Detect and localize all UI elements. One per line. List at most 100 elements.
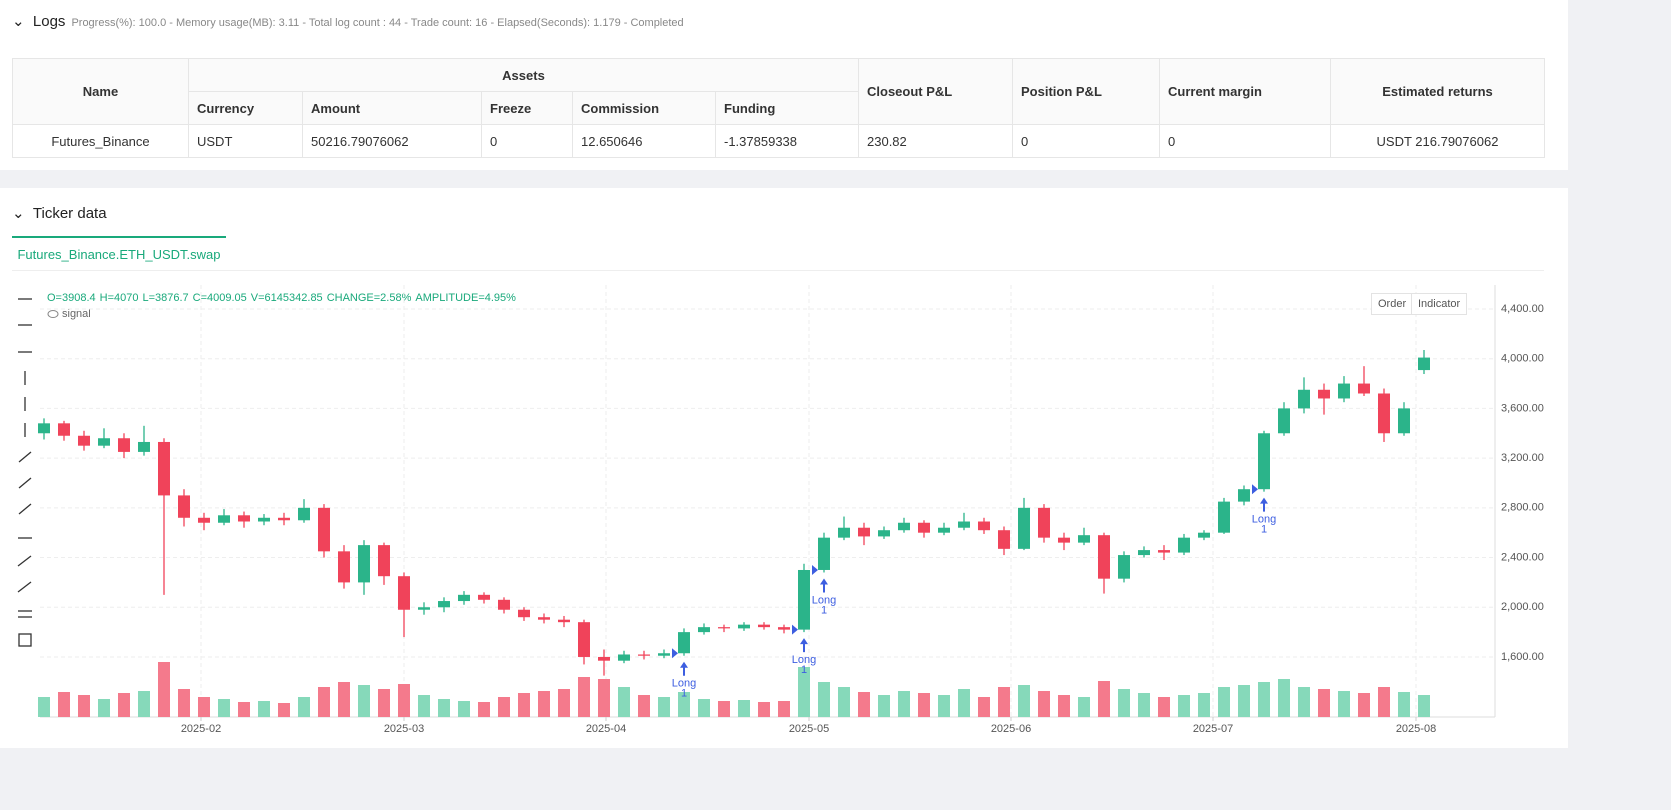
volume-bar bbox=[378, 689, 390, 717]
candle-body bbox=[438, 601, 450, 608]
volume-bar bbox=[98, 699, 110, 717]
volume-bar bbox=[1018, 685, 1030, 717]
x-tick-label: 2025-03 bbox=[384, 723, 424, 735]
candle-body bbox=[1178, 537, 1190, 553]
candle-body bbox=[938, 527, 950, 533]
signal-qty: 1 bbox=[1261, 524, 1267, 536]
candle-body bbox=[738, 624, 750, 629]
volume-bar bbox=[1338, 691, 1350, 717]
candle-body bbox=[718, 627, 730, 629]
td: -1.37859338 bbox=[715, 124, 859, 158]
indicator-name: signal bbox=[62, 308, 91, 320]
volume-bar bbox=[1278, 679, 1290, 717]
signal-label: Long bbox=[812, 594, 836, 606]
volume-bar bbox=[538, 691, 550, 717]
volume-bar bbox=[218, 699, 230, 717]
candle-body bbox=[378, 545, 390, 577]
volume-bar bbox=[358, 685, 370, 717]
candle-body bbox=[1338, 383, 1350, 399]
candle-body bbox=[1238, 489, 1250, 502]
signal-arrow bbox=[680, 661, 688, 676]
candle-body bbox=[778, 627, 790, 630]
candle-body bbox=[1258, 433, 1270, 490]
candle-body bbox=[998, 530, 1010, 549]
x-tick-label: 2025-07 bbox=[1193, 723, 1233, 735]
info-item: V=6145342.85 bbox=[251, 292, 323, 304]
candle-body bbox=[638, 654, 650, 656]
volume-bar bbox=[78, 695, 90, 717]
candle-body bbox=[158, 441, 170, 496]
signal-arrow bbox=[1260, 497, 1268, 512]
candle-body bbox=[978, 521, 990, 531]
candle-body bbox=[538, 617, 550, 620]
x-tick-label: 2025-04 bbox=[586, 723, 626, 735]
candle-body bbox=[1158, 550, 1170, 553]
candle-body bbox=[798, 569, 810, 630]
entry-marker bbox=[1252, 484, 1258, 495]
candle-body bbox=[658, 653, 670, 656]
candle-body bbox=[1318, 389, 1330, 399]
candle-body bbox=[1138, 550, 1150, 556]
candle-body bbox=[358, 545, 370, 583]
candle-body bbox=[1018, 507, 1030, 549]
candle-body bbox=[1218, 501, 1230, 533]
ohlc-info: O=3908.4 H=4070 L=3876.7 C=4009.05 V=6145342… bbox=[47, 292, 516, 304]
y-tick-label: 3,600.00 bbox=[1501, 402, 1544, 414]
signal-arrow bbox=[820, 578, 828, 593]
logs-header[interactable]: ⌄ Logs Progress(%): 100.0 - Memory usage(… bbox=[12, 13, 684, 30]
candle-body bbox=[598, 656, 610, 661]
candle-body bbox=[1118, 555, 1130, 579]
tab[interactable]: Futures_Binance.ETH_USDT.swap bbox=[12, 236, 226, 271]
candle-body bbox=[318, 507, 330, 552]
info-item: AMPLITUDE=4.95% bbox=[415, 292, 516, 304]
volume-bar bbox=[1398, 692, 1410, 717]
candle-body bbox=[498, 599, 510, 610]
candle-body bbox=[118, 438, 130, 452]
y-tick-label: 1,600.00 bbox=[1501, 651, 1544, 663]
candle-body bbox=[678, 632, 690, 654]
candle-body bbox=[818, 537, 830, 570]
candle-body bbox=[78, 435, 90, 446]
candle-body bbox=[558, 619, 570, 623]
eye-icon[interactable] bbox=[47, 310, 59, 318]
volume-bar bbox=[438, 699, 450, 717]
volume-bar bbox=[1138, 693, 1150, 717]
volume-bar bbox=[1158, 697, 1170, 717]
candle-body bbox=[1058, 537, 1070, 543]
candle-body bbox=[58, 423, 70, 436]
volume-bar bbox=[1358, 693, 1370, 717]
y-tick-label: 2,800.00 bbox=[1501, 502, 1544, 514]
volume-bar bbox=[818, 682, 830, 717]
candle-body bbox=[258, 517, 270, 522]
volume-bar bbox=[1038, 691, 1050, 717]
volume-bar bbox=[598, 679, 610, 717]
signal-label: Long bbox=[672, 678, 696, 690]
volume-bar bbox=[678, 692, 690, 717]
entry-marker bbox=[672, 648, 678, 659]
info-item: O=3908.4 bbox=[47, 292, 96, 304]
candle-body bbox=[1378, 393, 1390, 434]
volume-bar bbox=[758, 702, 770, 717]
volume-bar bbox=[198, 697, 210, 717]
candle-body bbox=[198, 517, 210, 523]
ticker-header[interactable]: ⌄ Ticker data bbox=[12, 205, 107, 222]
td: 0 bbox=[1159, 124, 1331, 158]
volume-bar bbox=[278, 703, 290, 717]
volume-bar bbox=[698, 699, 710, 717]
candle-body bbox=[1078, 535, 1090, 543]
y-tick-label: 4,000.00 bbox=[1501, 353, 1544, 365]
candle-body bbox=[298, 507, 310, 521]
td: 0 bbox=[481, 124, 573, 158]
candle-body bbox=[1278, 408, 1290, 434]
toolbar[interactable] bbox=[17, 298, 32, 647]
candle-body bbox=[418, 607, 430, 610]
candle-body bbox=[578, 622, 590, 657]
volume-bar bbox=[1118, 689, 1130, 717]
candle-body bbox=[218, 515, 230, 523]
indicator-button[interactable]: Indicator bbox=[1411, 293, 1468, 315]
order-button[interactable]: Order bbox=[1371, 293, 1414, 315]
signal-label: Long bbox=[792, 654, 816, 666]
volume-bar bbox=[158, 662, 170, 717]
volume-bar bbox=[938, 695, 950, 717]
